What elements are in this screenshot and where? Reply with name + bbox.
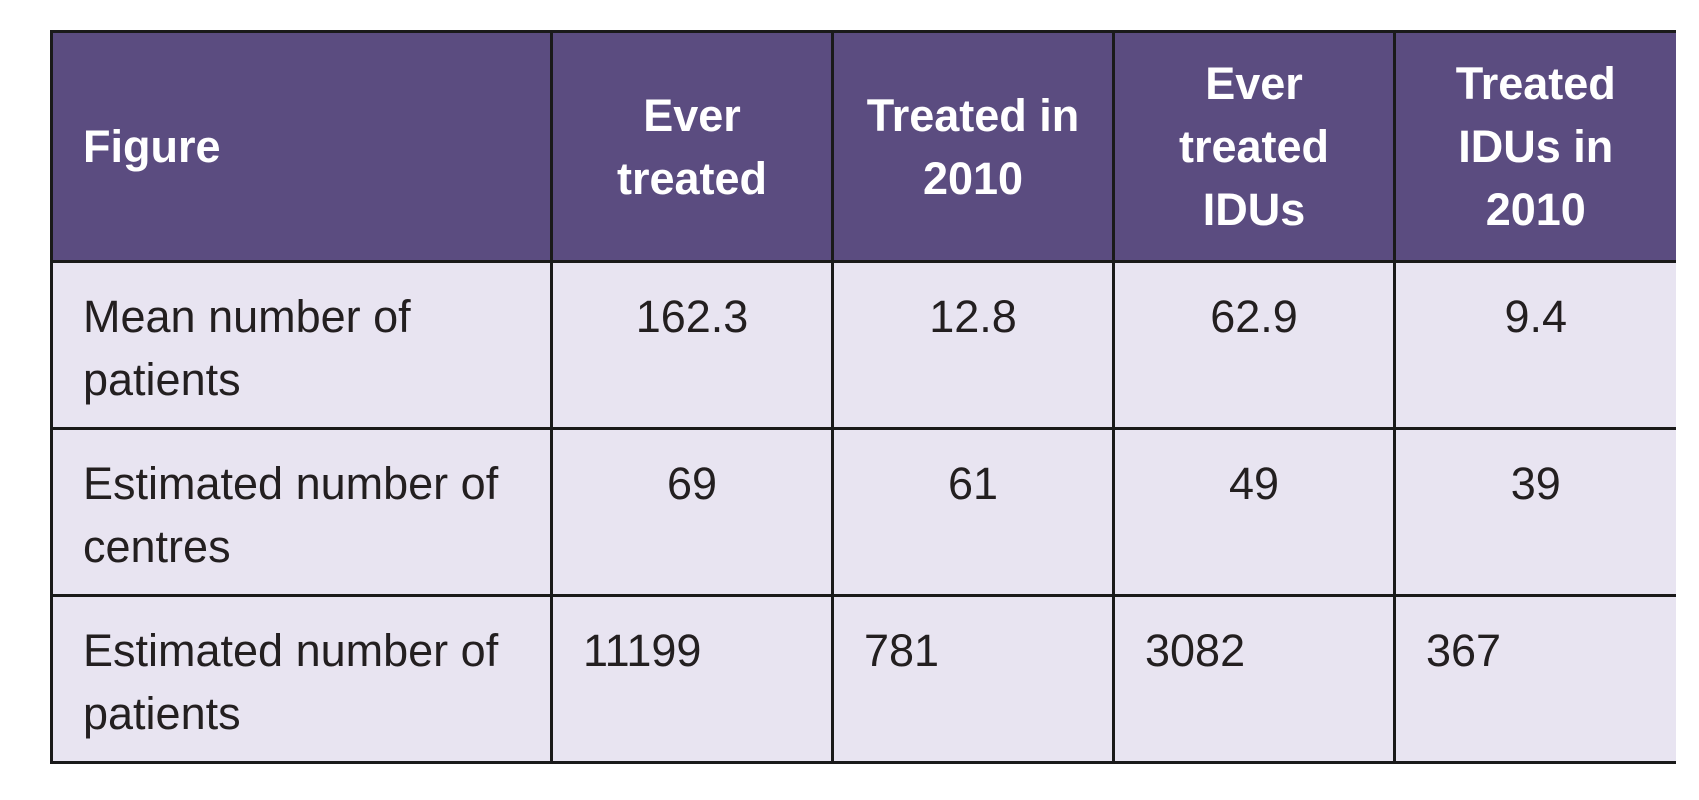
table-header: Figure Ever treated Treated in 2010 Ever… [50,30,1676,263]
column-header-figure: Figure [50,30,553,263]
column-header-ever-treated-idus: Ever treated IDUs [1112,30,1396,263]
table-cell: 69 [550,427,834,597]
header-row: Figure Ever treated Treated in 2010 Ever… [50,30,1676,263]
table-cell: 162.3 [550,260,834,430]
row-label-estimated-centres: Estimated number of centres [50,427,553,597]
row-label-mean-patients: Mean number of patients [50,260,553,430]
column-header-ever-treated: Ever treated [550,30,834,263]
table-cell: 12.8 [831,260,1115,430]
table-row: Estimated number of patients 11199 781 3… [50,594,1676,764]
row-label-estimated-patients: Estimated number of patients [50,594,553,764]
table-row: Mean number of patients 162.3 12.8 62.9 … [50,260,1676,430]
table-cell: 49 [1112,427,1396,597]
table-row: Estimated number of centres 69 61 49 39 [50,427,1676,597]
table-cell: 11199 [550,594,834,764]
table-cell: 781 [831,594,1115,764]
table-cell: 9.4 [1393,260,1676,430]
table-cell: 3082 [1112,594,1396,764]
column-header-treated-2010: Treated in 2010 [831,30,1115,263]
table-cell: 39 [1393,427,1676,597]
table-cell: 62.9 [1112,260,1396,430]
table-body: Mean number of patients 162.3 12.8 62.9 … [50,260,1676,764]
table-cell: 367 [1393,594,1676,764]
table-cell: 61 [831,427,1115,597]
column-header-treated-idus-2010: Treated IDUs in 2010 [1393,30,1676,263]
table-container: Figure Ever treated Treated in 2010 Ever… [50,30,1676,764]
data-table: Figure Ever treated Treated in 2010 Ever… [50,30,1676,764]
